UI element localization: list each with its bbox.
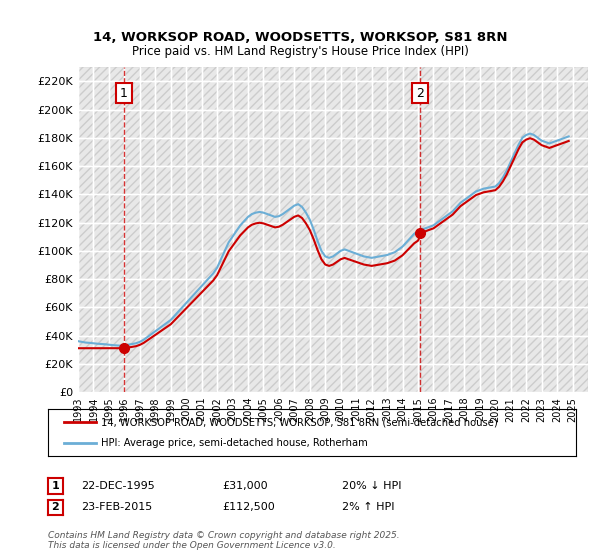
Text: 2: 2	[416, 87, 424, 100]
Text: 23-FEB-2015: 23-FEB-2015	[81, 502, 152, 512]
Text: £112,500: £112,500	[222, 502, 275, 512]
Text: HPI: Average price, semi-detached house, Rotherham: HPI: Average price, semi-detached house,…	[101, 438, 368, 448]
Text: 2% ↑ HPI: 2% ↑ HPI	[342, 502, 395, 512]
Text: Price paid vs. HM Land Registry's House Price Index (HPI): Price paid vs. HM Land Registry's House …	[131, 45, 469, 58]
Text: £31,000: £31,000	[222, 481, 268, 491]
Text: 1: 1	[120, 87, 128, 100]
Text: 2: 2	[52, 502, 59, 512]
Text: 14, WORKSOP ROAD, WOODSETTS, WORKSOP, S81 8RN (semi-detached house): 14, WORKSOP ROAD, WOODSETTS, WORKSOP, S8…	[101, 417, 497, 427]
Text: 1: 1	[52, 481, 59, 491]
Text: 14, WORKSOP ROAD, WOODSETTS, WORKSOP, S81 8RN: 14, WORKSOP ROAD, WOODSETTS, WORKSOP, S8…	[93, 31, 507, 44]
Text: Contains HM Land Registry data © Crown copyright and database right 2025.
This d: Contains HM Land Registry data © Crown c…	[48, 531, 400, 550]
Text: 20% ↓ HPI: 20% ↓ HPI	[342, 481, 401, 491]
Text: 22-DEC-1995: 22-DEC-1995	[81, 481, 155, 491]
